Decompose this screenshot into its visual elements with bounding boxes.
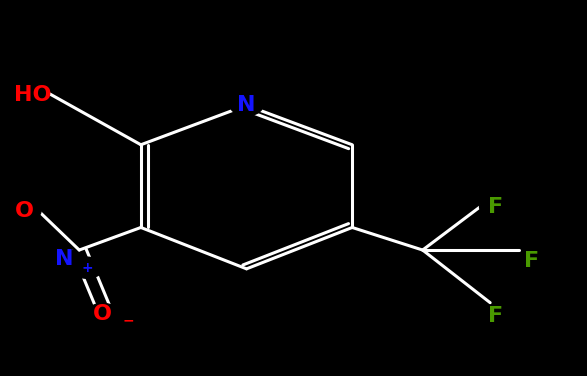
Text: −: −	[122, 313, 134, 327]
Text: F: F	[488, 306, 504, 326]
Text: +: +	[81, 261, 93, 275]
Text: O: O	[15, 200, 34, 221]
Circle shape	[480, 196, 512, 217]
Circle shape	[48, 249, 81, 270]
Text: HO: HO	[14, 85, 51, 105]
Circle shape	[16, 84, 49, 105]
Text: O: O	[93, 304, 112, 324]
Text: N: N	[55, 249, 74, 270]
Circle shape	[86, 303, 119, 324]
Circle shape	[8, 200, 41, 221]
Circle shape	[480, 305, 512, 326]
Text: F: F	[488, 197, 504, 217]
Circle shape	[112, 310, 144, 331]
Text: F: F	[524, 251, 539, 271]
Circle shape	[70, 257, 103, 278]
Circle shape	[230, 95, 263, 116]
Text: N: N	[237, 95, 256, 115]
Circle shape	[515, 251, 548, 272]
